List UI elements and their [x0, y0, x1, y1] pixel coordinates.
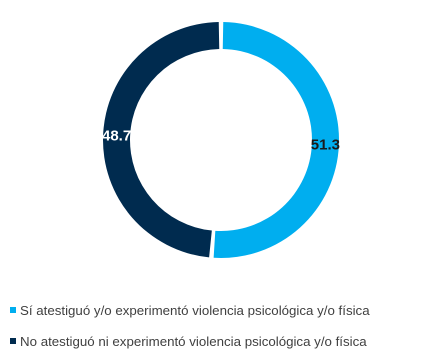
slice-value-label-0: 51.3 [311, 136, 340, 153]
donut-slice-1 [103, 22, 220, 258]
slice-value-label-1: 48.7 [102, 128, 131, 145]
donut-slice-0 [213, 22, 340, 259]
legend-label-no: No atestiguó ni experimentó violencia ps… [20, 333, 367, 349]
legend-label-si: Sí atestiguó y/o experimentó violencia p… [20, 302, 370, 318]
legend-item-si: Sí atestiguó y/o experimentó violencia p… [10, 300, 440, 320]
donut-chart: 51.3 48.7 [102, 22, 340, 259]
legend-swatch-no [10, 338, 16, 344]
legend-item-no: No atestiguó ni experimentó violencia ps… [10, 331, 440, 351]
legend-swatch-si [10, 307, 16, 313]
chart-legend: Sí atestiguó y/o experimentó violencia p… [10, 300, 440, 362]
